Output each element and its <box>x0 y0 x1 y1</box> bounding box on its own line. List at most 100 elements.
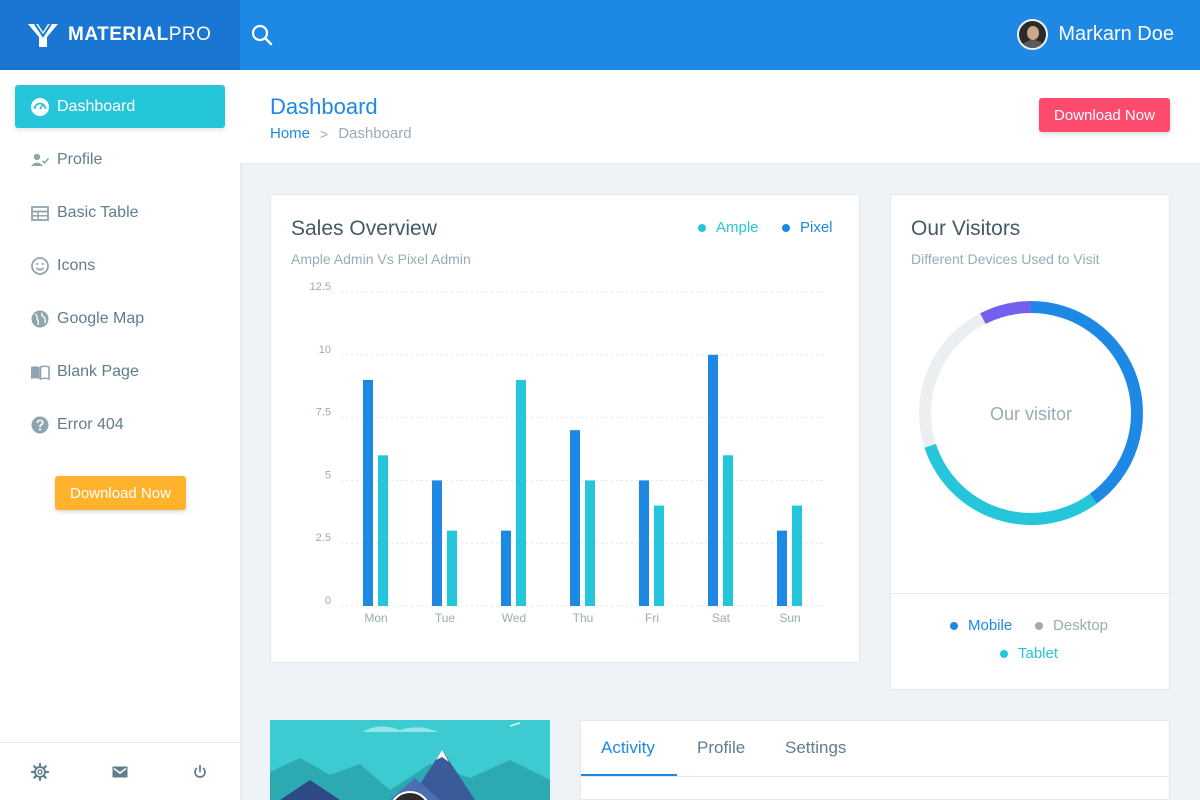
header-download-button[interactable]: Download Now <box>1039 98 1170 132</box>
brand[interactable]: MATERIALPRO <box>0 0 240 70</box>
donut-slice-tablet[interactable] <box>924 443 1097 525</box>
x-tick-label: Sun <box>779 611 800 625</box>
bar-ample-mon[interactable] <box>378 455 388 606</box>
power-icon[interactable] <box>190 762 210 782</box>
x-tick-label: Sat <box>712 611 731 625</box>
sales-overview-card: Sales Overview Ample Admin Vs Pixel Admi… <box>270 194 860 663</box>
donut-slice-other[interactable] <box>980 301 1032 324</box>
search-icon[interactable] <box>250 23 274 47</box>
y-tick-label: 5 <box>325 469 331 481</box>
bar-ample-fri[interactable] <box>654 505 664 606</box>
donut-slice-mobile[interactable] <box>1030 301 1143 504</box>
user-menu[interactable]: Markarn Doe <box>1017 19 1174 50</box>
sidebar-item-label: Google Map <box>57 309 145 327</box>
sidebar-footer <box>0 742 240 800</box>
help-circle-icon <box>31 416 49 433</box>
legend-dot <box>950 621 958 630</box>
sales-legend-pixel[interactable]: Pixel <box>782 219 833 236</box>
visitors-subtitle: Different Devices Used to Visit <box>911 251 1100 267</box>
visitors-legend-tablet[interactable]: Tablet <box>1000 645 1058 662</box>
sales-bar-chart: 0 2.5 5 7.5 10 12.5 Mon Tue Wed Thu Fri Sat Sun <box>310 281 823 625</box>
sidebar-item-profile[interactable]: Profile <box>15 138 225 181</box>
bar-pixel-thu[interactable] <box>570 430 580 606</box>
bar-pixel-fri[interactable] <box>639 480 649 606</box>
page-header: Dashboard Home > Dashboard Download Now <box>240 70 1200 164</box>
donut-slice-desktop[interactable] <box>919 313 986 448</box>
breadcrumb: Home > Dashboard <box>270 125 412 142</box>
breadcrumb-current: Dashboard <box>338 125 412 142</box>
bar-pixel-tue[interactable] <box>432 480 442 606</box>
bar-pixel-wed[interactable] <box>501 530 511 606</box>
x-tick-label: Mon <box>364 611 387 625</box>
legend-label: Pixel <box>800 219 833 236</box>
tab-activity[interactable]: Activity <box>601 738 655 757</box>
gear-icon[interactable] <box>30 762 50 782</box>
sidebar-item-icons[interactable]: Icons <box>15 244 225 287</box>
bar-ample-tue[interactable] <box>447 530 457 606</box>
avatar[interactable] <box>1017 19 1049 50</box>
visitors-legend-mobile[interactable]: Mobile <box>950 617 1012 634</box>
brand-logo-icon <box>28 23 58 47</box>
table-icon <box>31 205 49 221</box>
sidebar-item-label: Profile <box>57 150 103 168</box>
y-tick-label: 2.5 <box>316 532 331 544</box>
sidebar-item-label: Icons <box>57 256 96 274</box>
x-tick-label: Tue <box>435 611 456 625</box>
sidebar-download-button[interactable]: Download Now <box>55 476 186 510</box>
bar-ample-sun[interactable] <box>792 505 802 606</box>
tab-settings[interactable]: Settings <box>785 738 847 757</box>
visitors-legend: Mobile Desktop Tablet <box>891 593 1169 689</box>
legend-dot <box>782 223 790 232</box>
x-tick-label: Fri <box>645 611 659 625</box>
legend-label: Tablet <box>1018 645 1059 662</box>
donut-center-label: Our visitor <box>990 404 1072 424</box>
user-name[interactable]: Markarn Doe <box>1058 23 1174 45</box>
x-tick-label: Wed <box>502 611 526 625</box>
smiley-icon <box>31 256 49 275</box>
active-tab-indicator <box>581 774 677 776</box>
y-tick-label: 0 <box>325 595 331 607</box>
x-tick-label: Thu <box>573 611 594 625</box>
sidebar-item-label: Blank Page <box>57 362 139 380</box>
legend-dot <box>1000 649 1008 658</box>
mountain-illustration <box>270 720 550 800</box>
sidebar: Dashboard Profile Basic Table Icons Goog… <box>0 70 240 800</box>
y-tick-label: 7.5 <box>316 407 331 419</box>
sidebar-item-label: Error 404 <box>57 415 124 433</box>
sidebar-item-error-404[interactable]: Error 404 <box>15 403 225 446</box>
top-bar: MATERIALPRO Markarn Doe <box>0 0 1200 70</box>
visitors-legend-desktop[interactable]: Desktop <box>1035 617 1108 634</box>
book-open-icon <box>31 364 50 380</box>
tab-profile[interactable]: Profile <box>697 738 746 757</box>
sales-title: Sales Overview <box>291 217 437 240</box>
mail-icon[interactable] <box>110 762 130 782</box>
legend-dot <box>1035 621 1043 630</box>
legend-label: Ample <box>716 219 759 236</box>
gauge-icon <box>31 97 49 116</box>
globe-icon <box>31 310 49 327</box>
user-check-icon <box>31 153 50 166</box>
tabs-bar: Activity Profile Settings <box>581 721 1169 777</box>
sidebar-item-basic-table[interactable]: Basic Table <box>15 191 225 234</box>
sidebar-item-label: Basic Table <box>57 203 139 221</box>
bar-pixel-sun[interactable] <box>777 530 787 606</box>
legend-label: Mobile <box>968 617 1013 634</box>
sales-legend-ample[interactable]: Ample <box>698 219 759 236</box>
y-tick-label: 12.5 <box>310 281 331 293</box>
bar-ample-thu[interactable] <box>585 480 595 606</box>
bar-pixel-sat[interactable] <box>708 354 718 606</box>
y-tick-label: 10 <box>319 344 331 356</box>
profile-tabs-card: Activity Profile Settings <box>580 720 1170 800</box>
sidebar-item-blank-page[interactable]: Blank Page <box>15 350 225 393</box>
bar-pixel-mon[interactable] <box>363 379 373 606</box>
sidebar-item-google-map[interactable]: Google Map <box>15 297 225 340</box>
legend-dot <box>698 223 706 232</box>
brand-name: MATERIALPRO <box>68 24 212 45</box>
breadcrumb-home-link[interactable]: Home <box>270 125 311 142</box>
sales-subtitle: Ample Admin Vs Pixel Admin <box>291 251 471 267</box>
bar-ample-sat[interactable] <box>723 455 733 606</box>
bar-ample-wed[interactable] <box>516 379 526 606</box>
visitors-card: Our Visitors Different Devices Used to V… <box>890 194 1170 690</box>
sidebar-item-dashboard[interactable]: Dashboard <box>15 85 225 128</box>
sidebar-item-label: Dashboard <box>57 97 136 115</box>
